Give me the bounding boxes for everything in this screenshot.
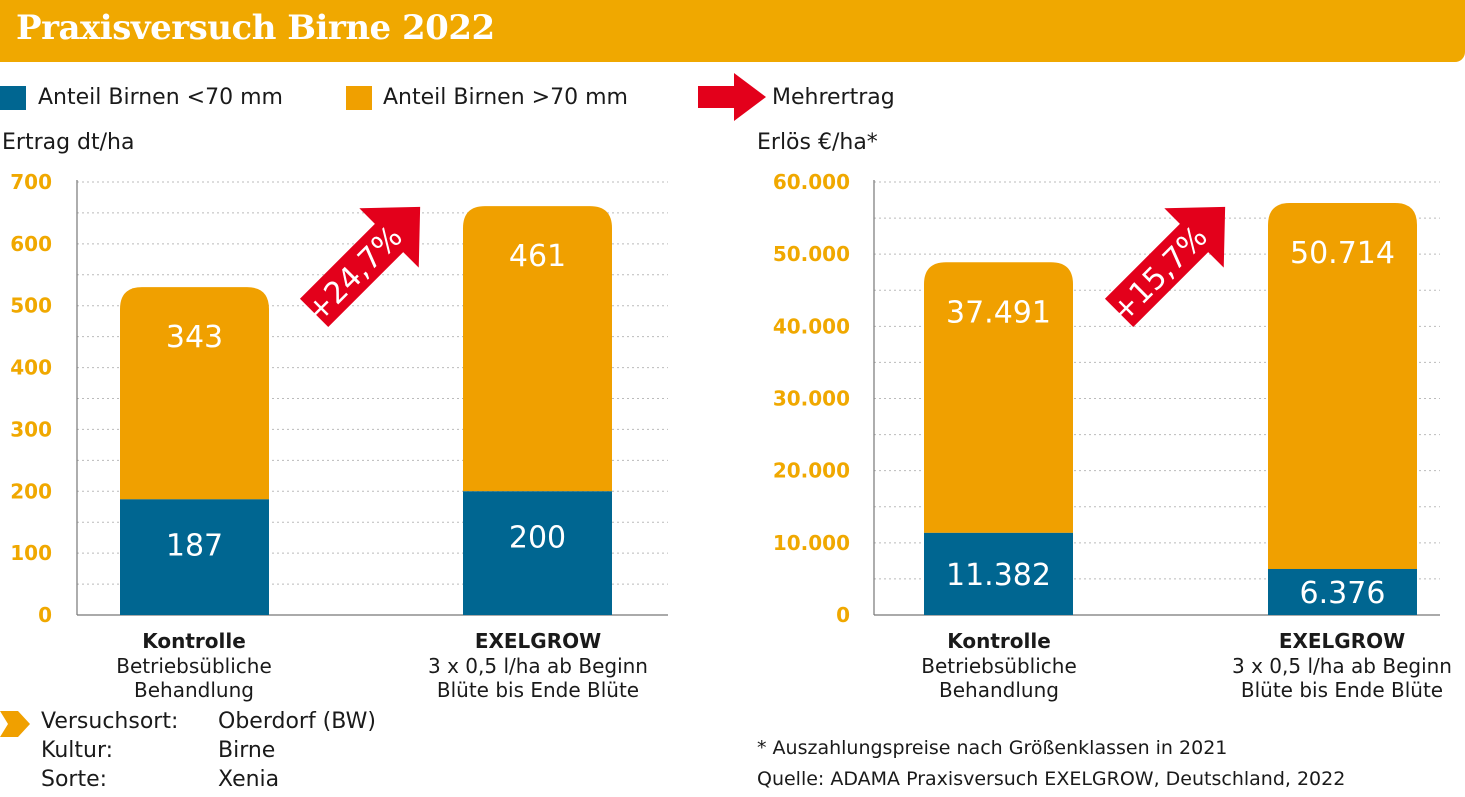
mehrertrag-label: +15,7% [1105, 219, 1215, 329]
bar-segment-large [1268, 203, 1417, 569]
bar-value-label: 343 [166, 320, 223, 355]
left-chart-ylabel: Ertrag dt/ha [2, 130, 135, 155]
title-bar: Praxisversuch Birne 2022 [0, 0, 1465, 62]
bar-value-label: 461 [509, 239, 566, 274]
legend-label-mehrertrag: Mehrertrag [772, 85, 895, 110]
y-tick-label: 60.000 [773, 170, 850, 194]
category-sublabel: Betriebsübliche [116, 654, 272, 678]
info-key: Kultur: [41, 738, 114, 763]
y-tick-label: 700 [10, 170, 52, 194]
footnote: * Auszahlungspreise nach Größenklassen i… [757, 737, 1228, 759]
info-row-versuchsort: Versuchsort: Oberdorf (BW) [41, 709, 441, 739]
y-tick-label: 10.000 [773, 531, 850, 555]
orange-arrow-icon [0, 711, 30, 737]
y-tick-label: 300 [10, 417, 52, 441]
legend-swatch-small [0, 86, 26, 110]
y-tick-label: 500 [10, 294, 52, 318]
category-sublabel: Blüte bis Ende Blüte [1241, 678, 1443, 702]
mehrertrag-arrow: +24,7% [299, 206, 421, 329]
info-row-sorte: Sorte: Xenia [41, 767, 441, 797]
category-sublabel: 3 x 0,5 l/ha ab Beginn [428, 654, 648, 678]
bar-value-label: 6.376 [1300, 576, 1386, 611]
revenue-chart: 0 10.000 20.000 30.000 40.000 50.000 60.000 11.… [773, 170, 1452, 702]
mehrertrag-arrow-shape [299, 206, 421, 328]
legend-swatch-large [346, 86, 372, 110]
y-tick-label: 20.000 [773, 459, 850, 483]
bar-segment-small [924, 532, 1073, 615]
category-label: Kontrolle [947, 629, 1051, 653]
legend-label-large: Anteil Birnen >70 mm [383, 85, 628, 110]
category-label: EXELGROW [475, 629, 601, 653]
bar-segment-large [120, 287, 269, 500]
y-tick-label: 30.000 [773, 387, 850, 411]
y-tick-label: 600 [10, 232, 52, 256]
bar-value-label: 50.714 [1290, 236, 1395, 271]
bar-value-label: 37.491 [946, 295, 1051, 330]
bar-segment-small [1268, 568, 1417, 615]
y-tick-label: 0 [38, 603, 52, 627]
info-value: Xenia [218, 767, 280, 792]
source-note: Quelle: ADAMA Praxisversuch EXELGROW, De… [757, 768, 1346, 790]
category-sublabel: Blüte bis Ende Blüte [437, 678, 639, 702]
info-key: Sorte: [41, 767, 108, 792]
category-sublabel: Behandlung [939, 678, 1059, 702]
bar-segment-large [463, 206, 612, 492]
bar-segment-large [924, 262, 1073, 533]
bar-value-label: 200 [509, 520, 566, 555]
y-tick-label: 100 [10, 541, 52, 565]
yield-chart: 0 100 200 300 400 500 600 700 187 343 KontrolleBet… [10, 170, 668, 702]
category-sublabel: Behandlung [134, 678, 254, 702]
category-sublabel: 3 x 0,5 l/ha ab Beginn [1232, 654, 1452, 678]
info-value: Oberdorf (BW) [218, 709, 376, 734]
red-arrow-icon [698, 73, 766, 121]
mehrertrag-arrow-shape [1104, 206, 1226, 328]
y-tick-label: 50.000 [773, 242, 850, 266]
category-sublabel: Betriebsübliche [921, 654, 1077, 678]
bar-value-label: 187 [166, 528, 223, 563]
right-chart-ylabel: Erlös €/ha* [757, 130, 878, 155]
category-label: EXELGROW [1279, 629, 1405, 653]
page-title: Praxisversuch Birne 2022 [16, 8, 495, 48]
bar-segment-small [120, 499, 269, 615]
y-tick-label: 0 [836, 603, 850, 627]
category-label: Kontrolle [142, 629, 246, 653]
y-tick-label: 40.000 [773, 314, 850, 338]
mehrertrag-arrow: +15,7% [1104, 206, 1226, 329]
y-tick-label: 200 [10, 479, 52, 503]
legend-label-small: Anteil Birnen <70 mm [38, 85, 283, 110]
info-value: Birne [218, 738, 276, 763]
bar-segment-small [463, 491, 612, 615]
y-tick-label: 400 [10, 356, 52, 380]
bar-value-label: 11.382 [946, 558, 1051, 593]
info-key: Versuchsort: [41, 709, 179, 734]
info-row-kultur: Kultur: Birne [41, 738, 441, 768]
